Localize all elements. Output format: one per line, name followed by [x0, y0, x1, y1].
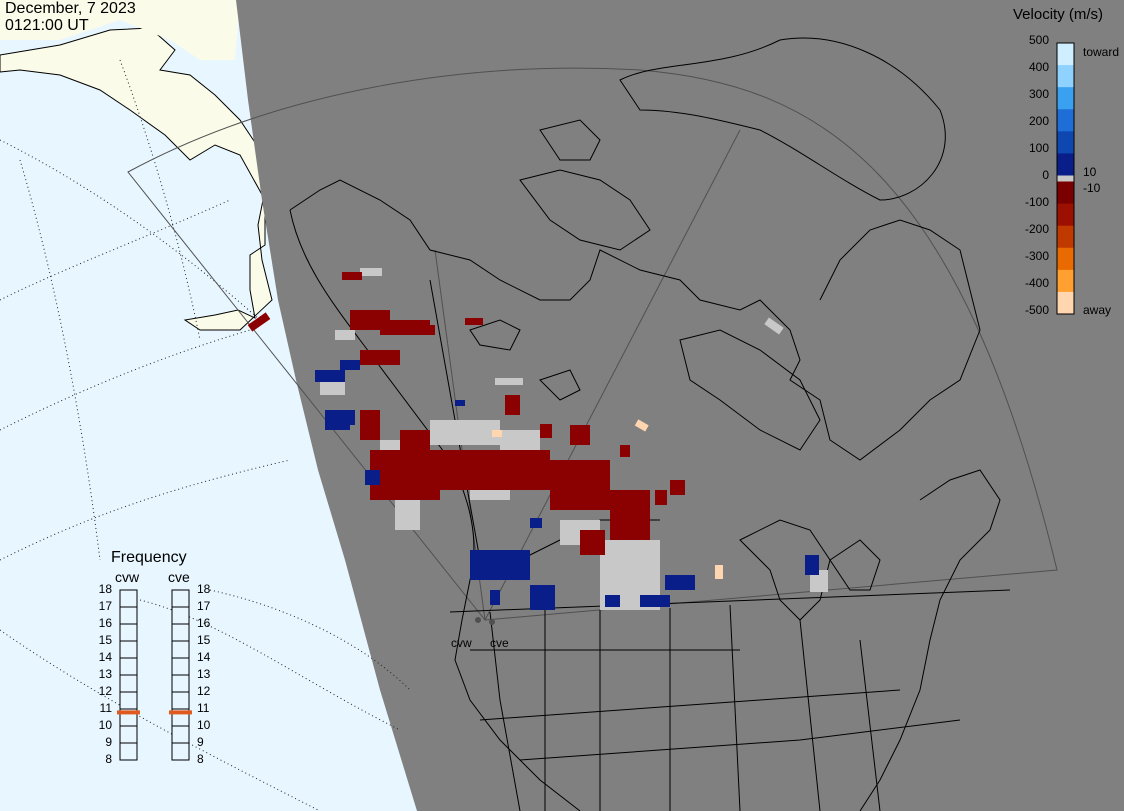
colorbar-ground-scatter [1057, 175, 1074, 182]
colorbar-segment [1057, 153, 1074, 176]
frequency-tick-cve: 10 [197, 718, 211, 732]
frequency-tick-cvw: 15 [98, 633, 112, 647]
cvw-site-marker [475, 617, 481, 623]
velocity-tick-label: -100 [1024, 195, 1049, 209]
site-label-cvw: cvw [451, 636, 472, 650]
borders [429, 279, 1011, 811]
frequency-radar-cvw: cvw [115, 569, 140, 585]
frequency-tick-cvw: 13 [98, 667, 112, 681]
frequency-tick-cve: 15 [197, 633, 211, 647]
frequency-tick-cve: 8 [197, 752, 204, 766]
frequency-tick-cve: 11 [197, 701, 210, 715]
frequency-tick-cve: 9 [197, 735, 204, 749]
velocity-tick-label: 500 [1028, 33, 1049, 47]
velocity-fast-away [492, 419, 723, 579]
velocity-away [247, 272, 685, 555]
colorbar-segment [1057, 203, 1074, 227]
velocity-colorbar [1057, 43, 1074, 315]
velocity-inner-label-pos: 10 [1083, 165, 1097, 179]
night-region [236, 0, 1124, 811]
frequency-tick-cve: 12 [197, 684, 211, 698]
colorbar-segment [1057, 65, 1074, 88]
colorbar-segment [1057, 181, 1074, 205]
velocity-tick-label: 0 [1042, 168, 1049, 182]
colorbar-segment [1057, 109, 1074, 132]
colorbar-segment [1057, 43, 1074, 66]
frequency-marker [117, 710, 140, 715]
date-label: December, 7 2023 [5, 0, 136, 17]
colorbar-segment [1057, 269, 1074, 293]
frequency-tick-cve: 18 [197, 582, 211, 596]
away-label: away [1083, 303, 1112, 317]
velocity-tick-label: -300 [1024, 249, 1049, 263]
colorbar-segment [1057, 247, 1074, 271]
frequency-tick-cvw: 18 [98, 582, 112, 596]
velocity-inner-label-neg: -10 [1083, 181, 1101, 195]
toward-label: toward [1083, 45, 1120, 59]
frequency-tick-cvw: 11 [99, 701, 112, 715]
velocity-scale-title: Velocity (m/s) [1013, 6, 1104, 23]
frequency-tick-cve: 16 [197, 616, 211, 630]
frequency-tick-cve: 14 [197, 650, 211, 664]
velocity-tick-label: 100 [1028, 141, 1049, 155]
frequency-tick-cvw: 8 [105, 752, 112, 766]
colorbar-segment [1057, 87, 1074, 110]
frequency-tick-cvw: 12 [98, 684, 112, 698]
day-land-north [0, 0, 240, 60]
frequency-gauge-cve [169, 589, 192, 761]
frequency-tick-cve: 13 [197, 667, 211, 681]
frequency-tick-cvw: 10 [98, 718, 112, 732]
velocity-tick-label: -500 [1024, 303, 1049, 317]
frequency-tick-cvw: 9 [105, 735, 112, 749]
coastlines [289, 37, 1001, 811]
day-land [0, 27, 273, 331]
time-label: 0121:00 UT [5, 17, 89, 34]
frequency-tick-cvw: 16 [98, 616, 112, 630]
frequency-tick-cvw: 17 [98, 599, 112, 613]
frequency-gauge-cvw [117, 589, 140, 761]
colorbar-segment [1057, 225, 1074, 249]
graticule [0, 59, 411, 811]
velocity-colorbar-frame [1056, 42, 1075, 315]
colorbar-segment [1057, 131, 1074, 154]
velocity-toward [315, 360, 819, 610]
cve-site-marker [489, 619, 495, 625]
velocity-tick-label: 400 [1028, 60, 1049, 74]
frequency-tick-cve: 17 [197, 599, 211, 613]
frequency-radar-cve: cve [168, 569, 190, 585]
frequency-title: Frequency [111, 549, 187, 566]
site-label-cve: cve [490, 636, 509, 650]
frequency-tick-cvw: 14 [98, 650, 112, 664]
frequency-marker [169, 710, 192, 715]
velocity-tick-label: -200 [1024, 222, 1049, 236]
velocity-tick-label: 200 [1028, 114, 1049, 128]
velocity-tick-label: -400 [1024, 276, 1049, 290]
colorbar-segment [1057, 291, 1074, 315]
velocity-tick-label: 300 [1028, 87, 1049, 101]
